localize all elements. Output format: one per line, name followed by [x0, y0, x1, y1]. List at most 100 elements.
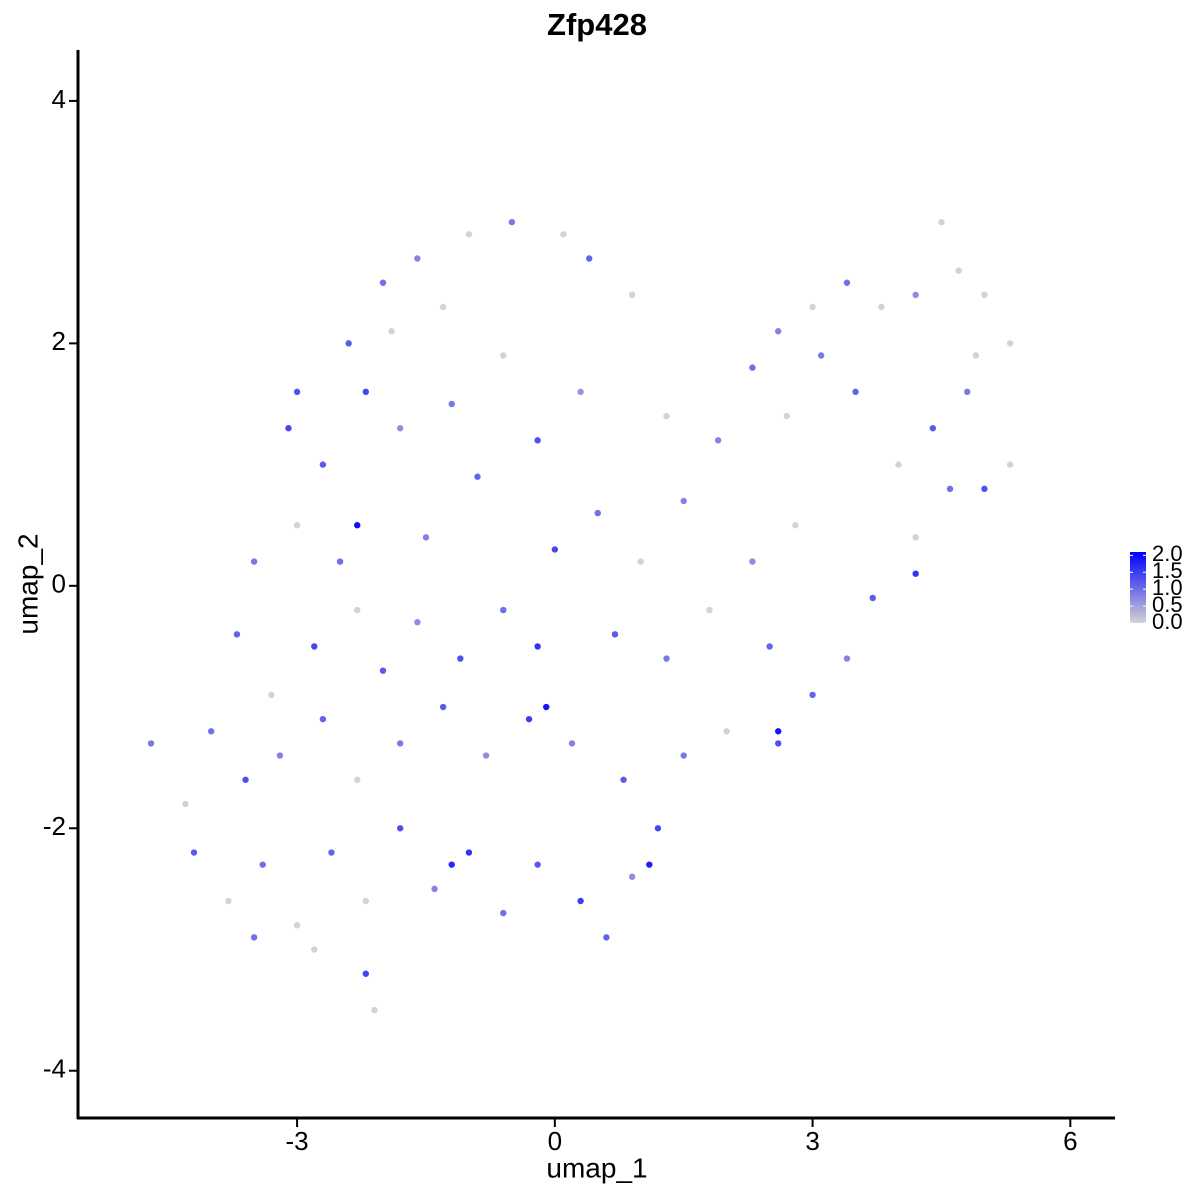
- point: [843, 279, 851, 286]
- point: [895, 461, 902, 468]
- point: [714, 437, 722, 444]
- point: [354, 522, 361, 529]
- y-tick-label: 2: [52, 326, 66, 356]
- point: [508, 218, 516, 226]
- point: [749, 364, 756, 371]
- point: [1006, 461, 1014, 468]
- point: [723, 728, 730, 735]
- point: [560, 231, 567, 238]
- point: [345, 340, 352, 347]
- point: [981, 485, 988, 493]
- point: [543, 703, 550, 711]
- point: [439, 703, 447, 711]
- point: [929, 425, 937, 432]
- point: [817, 352, 825, 359]
- point: [285, 425, 292, 432]
- point: [379, 279, 387, 286]
- point: [706, 606, 713, 614]
- point: [336, 558, 344, 565]
- point: [190, 849, 198, 856]
- point: [293, 922, 301, 929]
- point: [233, 631, 241, 638]
- point: [225, 897, 232, 905]
- point: [809, 303, 816, 311]
- point: [620, 776, 627, 783]
- x-tick-label: 0: [548, 1126, 562, 1156]
- point: [414, 618, 421, 626]
- point: [147, 740, 155, 747]
- point: [448, 861, 455, 868]
- point: [809, 691, 816, 699]
- point: [663, 412, 670, 420]
- point: [749, 558, 756, 565]
- point: [938, 218, 945, 226]
- point: [577, 388, 584, 396]
- point: [465, 231, 473, 238]
- point: [663, 655, 670, 662]
- point: [680, 752, 687, 759]
- point: [354, 776, 361, 783]
- point: [500, 352, 507, 359]
- point: [585, 255, 593, 262]
- point: [611, 631, 619, 638]
- point: [637, 558, 644, 565]
- point: [379, 667, 387, 674]
- point: [551, 546, 559, 553]
- colorbar-label: 0.5: [1152, 592, 1183, 617]
- point: [964, 388, 971, 396]
- chart-title: Zfp428: [547, 7, 647, 42]
- point: [474, 473, 481, 480]
- point: [354, 606, 361, 614]
- point: [414, 255, 421, 262]
- point: [431, 885, 438, 893]
- point: [293, 522, 301, 529]
- point: [654, 825, 662, 832]
- point: [534, 643, 541, 650]
- point: [577, 897, 584, 905]
- point: [843, 655, 851, 662]
- point: [482, 752, 490, 759]
- y-tick-label: -2: [43, 811, 66, 841]
- point: [250, 934, 258, 941]
- colorbar-label: 1.0: [1152, 575, 1183, 600]
- point: [792, 522, 799, 529]
- point: [646, 861, 653, 868]
- point: [628, 291, 636, 299]
- point: [362, 970, 370, 977]
- point: [362, 388, 370, 396]
- point: [396, 825, 404, 832]
- y-tick-label: -4: [43, 1054, 66, 1084]
- point: [268, 691, 275, 699]
- point: [422, 534, 430, 541]
- y-tick-label: 4: [52, 84, 66, 114]
- colorbar: [1130, 552, 1146, 623]
- point: [852, 388, 859, 396]
- point: [362, 897, 370, 905]
- point: [525, 715, 533, 723]
- point: [946, 485, 954, 493]
- point: [500, 606, 507, 614]
- point: [311, 643, 318, 650]
- point: [182, 800, 189, 808]
- point: [878, 303, 885, 311]
- y-tick-label: 0: [52, 569, 66, 599]
- point: [500, 909, 507, 917]
- point: [276, 752, 284, 759]
- point: [775, 328, 782, 335]
- point: [680, 497, 687, 505]
- colorbar-label: 0.0: [1152, 609, 1183, 634]
- point: [534, 437, 541, 444]
- colorbar-label: 1.5: [1152, 558, 1183, 583]
- point: [603, 934, 610, 941]
- point: [319, 715, 327, 723]
- point: [766, 643, 773, 650]
- point: [371, 1006, 378, 1014]
- point: [869, 594, 876, 602]
- point: [783, 412, 791, 420]
- point: [457, 655, 464, 662]
- point: [465, 849, 473, 856]
- point: [1006, 340, 1014, 347]
- point: [396, 740, 404, 747]
- point: [594, 509, 601, 517]
